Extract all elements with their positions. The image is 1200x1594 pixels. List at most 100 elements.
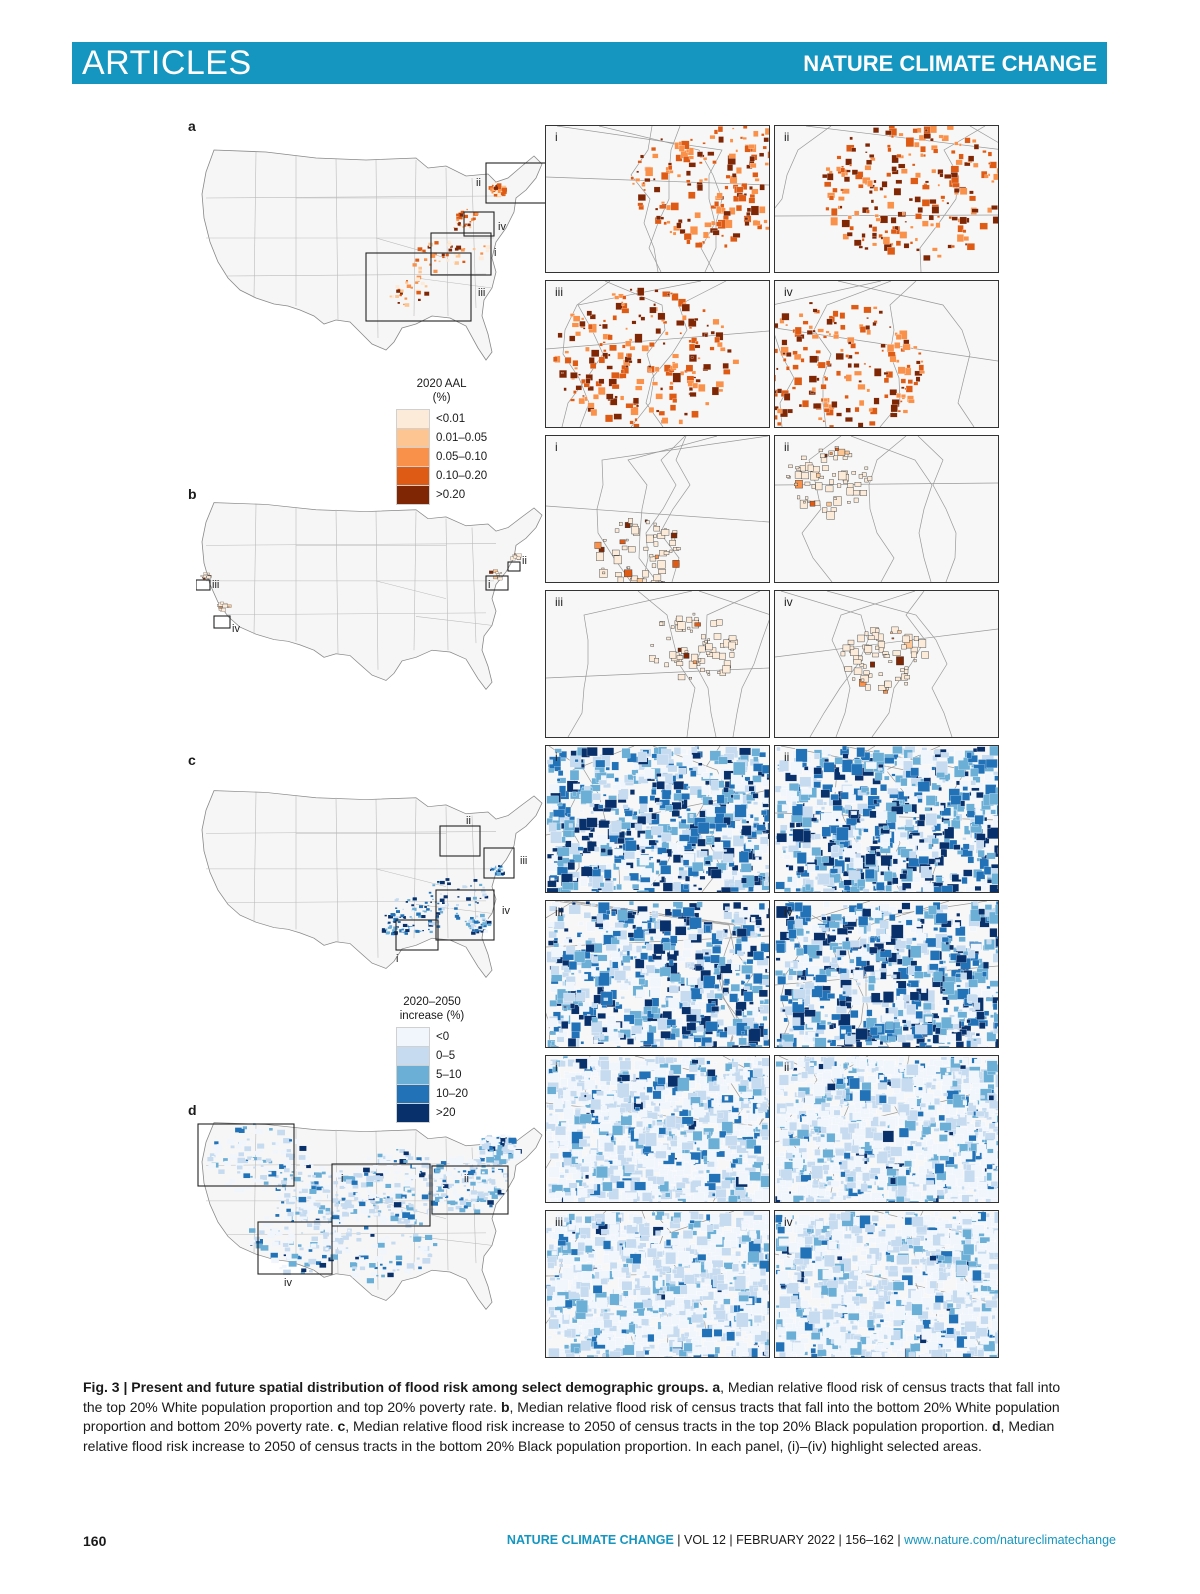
- census-tract: [293, 1189, 297, 1192]
- census-tract: [298, 1196, 307, 1203]
- census-tract: [749, 1001, 754, 1005]
- census-tract: [447, 1207, 454, 1212]
- census-tract: [843, 879, 852, 886]
- census-tract: [324, 1185, 330, 1190]
- census-tract: [319, 1228, 324, 1232]
- census-tract: [796, 852, 807, 864]
- census-tract: [672, 901, 684, 909]
- census-tract: [395, 1255, 403, 1261]
- census-tract: [895, 359, 900, 363]
- census-tract: [813, 891, 821, 892]
- census-tract: [493, 189, 497, 192]
- census-tract: [591, 970, 600, 977]
- census-tract: [824, 376, 829, 381]
- census-tract: [644, 999, 653, 1007]
- census-tract: [887, 201, 895, 209]
- census-tract: [933, 749, 941, 755]
- census-tract: [945, 746, 955, 753]
- census-tract: [314, 1172, 322, 1178]
- census-tract: [905, 819, 913, 827]
- census-tract: [682, 1001, 689, 1008]
- census-tract: [262, 1221, 271, 1228]
- census-tract: [669, 539, 676, 546]
- census-tract: [200, 574, 204, 578]
- census-tract: [902, 860, 907, 863]
- census-tract: [857, 383, 866, 390]
- inset-label: iv: [784, 595, 793, 609]
- census-tract: [482, 919, 485, 922]
- census-tract: [467, 1176, 473, 1180]
- census-tract: [310, 1180, 319, 1187]
- census-tract: [607, 353, 611, 357]
- census-tract: [406, 1263, 415, 1269]
- census-tract: [408, 1203, 414, 1208]
- census-tract: [641, 945, 647, 949]
- census-tract: [425, 1234, 433, 1240]
- census-tract: [366, 1225, 372, 1229]
- census-tract: [573, 390, 577, 394]
- census-tract: [370, 1170, 374, 1174]
- census-tract: [597, 386, 606, 396]
- census-tract: [435, 1196, 443, 1203]
- census-tract: [416, 1157, 422, 1161]
- census-tract: [469, 925, 474, 929]
- census-tract: [546, 862, 558, 872]
- census-tract: [813, 403, 822, 409]
- census-tract: [813, 752, 820, 760]
- census-tract: [901, 394, 906, 399]
- census-tract: [660, 809, 666, 815]
- census-tract: [311, 1236, 318, 1242]
- census-tract: [756, 925, 761, 929]
- census-tract: [763, 137, 769, 143]
- census-tract: [889, 389, 898, 396]
- census-tract: [494, 1147, 498, 1150]
- census-tract: [289, 1196, 296, 1202]
- census-tract: [815, 482, 823, 491]
- census-tract: [560, 757, 567, 762]
- census-tract: [496, 872, 501, 876]
- census-tract: [678, 774, 684, 779]
- inset-map-b-i: i: [545, 435, 770, 583]
- census-tract: [696, 184, 703, 191]
- census-tract: [346, 1232, 352, 1237]
- census-tract: [739, 1045, 752, 1047]
- census-tract: [775, 348, 779, 354]
- census-tract: [697, 765, 707, 775]
- census-tract: [673, 781, 685, 790]
- census-tract: [805, 883, 811, 891]
- census-tract: [891, 134, 894, 138]
- census-tract: [875, 217, 881, 222]
- census-tract: [973, 144, 980, 150]
- census-tract: [847, 341, 852, 345]
- census-tract: [405, 901, 408, 903]
- census-tract: [698, 887, 703, 891]
- census-tract: [844, 666, 853, 672]
- census-tract: [896, 656, 904, 666]
- census-tract: [478, 926, 482, 929]
- census-tract: [758, 989, 768, 998]
- census-tract: [455, 1156, 459, 1160]
- census-tract: [762, 797, 769, 804]
- census-tract: [442, 1179, 447, 1183]
- census-tract: [585, 944, 595, 953]
- census-tract: [341, 1175, 349, 1181]
- census-tract: [569, 769, 580, 781]
- census-tract: [301, 1268, 307, 1273]
- census-tract: [377, 1210, 382, 1213]
- census-tract: [396, 910, 400, 913]
- census-tract: [412, 1160, 421, 1166]
- census-tract: [351, 1272, 359, 1278]
- census-tract: [404, 1172, 409, 1176]
- census-tract: [513, 1149, 521, 1156]
- inset-map-graphic: [775, 126, 998, 272]
- census-tract: [625, 403, 634, 409]
- census-tract: [384, 928, 388, 931]
- zoom-box-iv: [257, 1221, 333, 1275]
- census-tract: [670, 625, 675, 629]
- census-tract: [257, 1143, 265, 1149]
- census-tract: [925, 813, 938, 826]
- census-tract: [686, 239, 691, 245]
- census-tract: [550, 831, 562, 844]
- census-tract: [649, 554, 654, 558]
- census-tract: [868, 190, 873, 194]
